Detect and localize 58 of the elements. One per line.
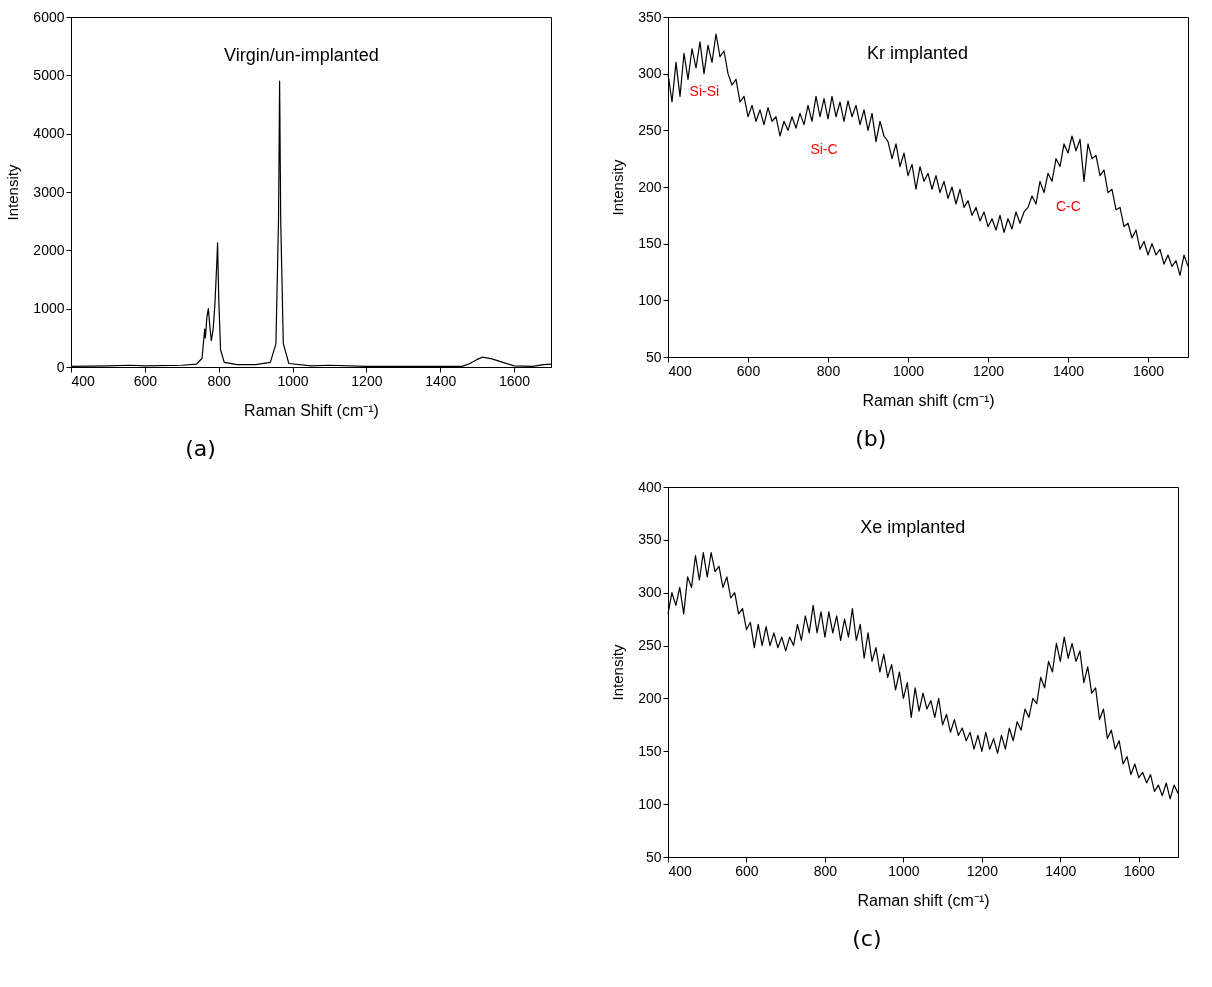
y-tick-label: 150 [638,742,662,759]
x-tick-label: 600 [133,372,158,389]
y-tick-label: 4000 [33,125,65,142]
y-tick-label: 300 [638,65,662,82]
y-tick-label: 250 [638,637,662,654]
x-tick-label: 1000 [892,362,925,379]
text: (a) [185,436,216,461]
x-tick-label: 1600 [499,372,531,389]
y-tick-label: 400 [638,478,662,495]
y-tick-label: 200 [638,689,662,706]
y-tick-label: 200 [638,178,662,195]
y-axis-title: Intensity [609,159,627,216]
y-tick-label: 50 [645,848,662,865]
x-tick-label: 1400 [1045,862,1077,879]
x-tick-label: 400 [668,862,693,879]
text: (c) [852,926,882,951]
y-tick-label: 50 [645,348,662,365]
y-tick-label: 350 [638,531,662,548]
x-tick-label: 800 [813,862,838,879]
x-axis-title: Raman shift (cm⁻¹) [862,391,995,409]
x-tick-label: 1000 [888,862,920,879]
x-tick-label: 600 [736,362,761,379]
text: Xe implanted [860,516,966,537]
text: Kr implanted [867,43,969,64]
y-axis-title: Intensity [609,644,627,701]
x-tick-label: 1600 [1123,862,1156,879]
text: Virgin/un-implanted [224,44,379,65]
y-tick-label: 1000 [33,300,65,317]
y-tick-label: 2000 [33,241,65,258]
x-tick-label: 1200 [351,372,383,389]
x-axis-title: Raman Shift (cm⁻¹) [244,401,379,419]
x-tick-label: 800 [816,362,841,379]
x-tick-label: 1400 [1052,362,1085,379]
y-tick-label: 0 [56,358,65,375]
y-tick-label: 100 [638,795,662,812]
y-tick-label: 150 [638,235,662,252]
x-tick-label: 1400 [425,372,457,389]
x-tick-label: 600 [735,862,759,879]
x-tick-label: 1000 [277,372,309,389]
y-tick-label: 100 [638,291,662,308]
x-tick-label: 1200 [972,362,1005,379]
text: (b) [855,426,887,451]
y-tick-label: 6000 [33,8,65,25]
y-tick-label: 250 [638,121,662,138]
y-tick-label: 3000 [33,183,65,200]
y-tick-label: 350 [638,8,662,25]
annotation: C-C [1055,198,1081,215]
x-tick-label: 1600 [1132,362,1165,379]
x-tick-label: 400 [668,362,693,379]
annotation: Si-Si [689,82,720,99]
x-tick-label: 400 [71,372,96,389]
y-tick-label: 5000 [33,66,65,83]
x-tick-label: 1200 [966,862,999,879]
y-tick-label: 300 [638,584,662,601]
x-axis-title: Raman shift (cm⁻¹) [857,891,990,909]
x-tick-label: 800 [207,372,232,389]
annotation: Si-C [810,140,838,157]
y-axis-title: Intensity [4,164,22,221]
